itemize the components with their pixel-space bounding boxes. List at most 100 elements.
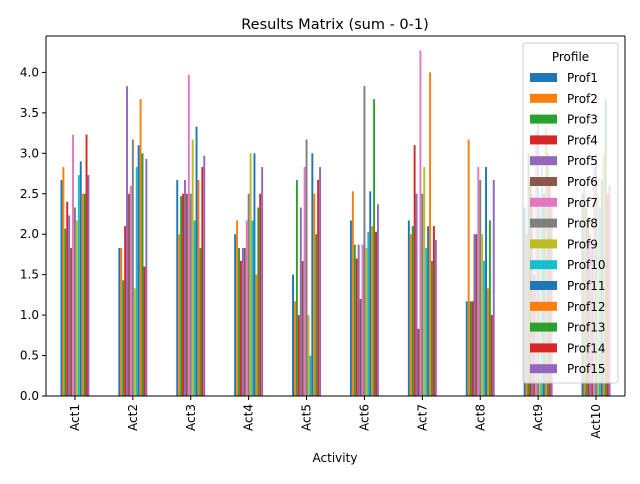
bar-prof5-act7 — [415, 193, 418, 396]
bar-prof12-act7 — [429, 72, 432, 397]
legend-title: Profile — [552, 50, 589, 64]
legend-label-prof2: Prof2 — [567, 92, 598, 106]
legend-label-prof14: Prof14 — [567, 341, 606, 355]
bar-prof7-act8 — [477, 167, 480, 396]
bar-prof14-act4 — [259, 193, 262, 396]
y-tick-label: 3.0 — [20, 146, 39, 160]
bar-prof13-act3 — [199, 247, 202, 396]
bar-prof9-act1 — [75, 220, 78, 396]
bar-prof7-act3 — [187, 74, 190, 396]
bar-prof6-act6 — [359, 298, 362, 396]
bar-prof13-act6 — [373, 99, 376, 396]
bar-prof9-act4 — [249, 153, 252, 396]
legend-swatch-prof13 — [530, 322, 557, 332]
bar-prof6-act7 — [417, 328, 420, 396]
bar-prof3-act2 — [122, 280, 125, 396]
bar-prof5-act4 — [241, 247, 244, 396]
bar-prof8-act2 — [131, 139, 134, 397]
bar-prof10-act4 — [251, 220, 254, 396]
bar-prof3-act8 — [469, 301, 472, 396]
bar-prof2-act6 — [351, 191, 354, 396]
bar-prof3-act3 — [180, 196, 183, 396]
x-tick-label: Act8 — [473, 404, 487, 431]
bar-prof11-act8 — [485, 167, 487, 396]
bar-prof14-act5 — [317, 180, 320, 396]
x-tick-label: Act4 — [242, 404, 256, 431]
x-tick-label: Act7 — [415, 404, 429, 431]
y-tick-label: 2.5 — [20, 187, 39, 201]
legend-label-prof11: Prof11 — [567, 279, 606, 293]
legend-swatch-prof11 — [530, 281, 557, 290]
bar-prof11-act7 — [427, 226, 430, 396]
x-tick-label: Act9 — [531, 404, 545, 431]
bar-prof9-act2 — [133, 288, 136, 396]
legend-label-prof3: Prof3 — [567, 113, 598, 127]
bar-prof10-act6 — [367, 231, 370, 396]
legend-swatch-prof5 — [530, 156, 557, 166]
bar-prof12-act8 — [487, 288, 489, 396]
bar-prof3-act7 — [411, 226, 414, 396]
y-tick-label: 0.5 — [20, 349, 39, 363]
bar-prof3-act4 — [238, 247, 240, 396]
bar-prof14-act2 — [143, 266, 146, 396]
bar-prof8-act4 — [247, 193, 250, 396]
bar-prof7-act5 — [303, 167, 306, 396]
y-tick-label: 1.5 — [20, 268, 39, 282]
bar-prof2-act3 — [178, 234, 181, 396]
bar-prof1-act6 — [349, 220, 352, 396]
bar-prof15-act8 — [492, 180, 495, 396]
bar-prof14-act6 — [375, 231, 377, 396]
x-tick-label: Act2 — [126, 404, 140, 431]
bar-prof12-act2 — [139, 99, 142, 396]
legend-swatch-prof3 — [530, 114, 557, 124]
bar-prof2-act4 — [236, 220, 239, 396]
bar-prof15-act3 — [203, 155, 206, 396]
legend-label-prof13: Prof13 — [567, 321, 606, 335]
bar-prof11-act4 — [253, 153, 256, 396]
bar-prof4-act2 — [124, 226, 127, 396]
x-tick-label: Act3 — [184, 404, 198, 431]
bar-prof13-act5 — [315, 234, 318, 396]
legend-swatch-prof2 — [530, 93, 557, 103]
bar-prof13-act7 — [431, 260, 433, 396]
bar-prof1-act4 — [234, 234, 237, 396]
bar-prof6-act8 — [475, 234, 478, 396]
bar-prof5-act8 — [473, 234, 476, 396]
bar-prof4-act4 — [239, 260, 242, 396]
bar-prof15-act4 — [261, 167, 264, 396]
bar-prof8-act1 — [73, 207, 76, 396]
y-tick-label: 3.5 — [20, 106, 39, 120]
bar-prof7-act7 — [419, 50, 422, 397]
y-tick-label: 4.0 — [20, 65, 39, 79]
legend-label-prof1: Prof1 — [567, 71, 598, 85]
bar-prof6-act5 — [301, 260, 304, 396]
bar-prof6-act1 — [70, 247, 73, 396]
bar-prof9-act7 — [423, 167, 426, 396]
bar-prof11-act5 — [311, 153, 314, 396]
bar-prof2-act5 — [294, 301, 296, 396]
bar-prof15-act5 — [319, 167, 322, 396]
x-tick-label: Act5 — [300, 404, 314, 431]
legend-swatch-prof12 — [530, 301, 557, 311]
legend-swatch-prof4 — [530, 135, 557, 145]
y-tick-label: 0.0 — [20, 389, 39, 403]
bar-prof2-act1 — [62, 167, 65, 396]
bar-prof6-act4 — [243, 247, 246, 396]
legend: Profile Prof1 Prof2 Prof3 Prof4 Prof5 Prof6 Pro… — [522, 42, 619, 384]
bar-prof11-act3 — [195, 126, 198, 397]
bar-prof6-act3 — [185, 193, 188, 396]
bar-prof9-act6 — [365, 247, 368, 396]
bar-prof15-act1 — [87, 175, 90, 396]
bar-prof2-act7 — [409, 234, 412, 396]
bar-prof13-act8 — [488, 220, 491, 396]
legend-label-prof12: Prof12 — [567, 300, 606, 314]
bar-prof9-act5 — [307, 315, 310, 396]
bar-prof2-act8 — [467, 139, 470, 397]
bar-prof8-act5 — [305, 139, 308, 397]
bar-prof1-act8 — [465, 301, 468, 396]
x-tick-label: Act10 — [589, 404, 603, 439]
bar-prof14-act7 — [432, 226, 435, 396]
bar-prof13-act2 — [141, 153, 144, 396]
bar-prof7-act6 — [361, 244, 364, 396]
